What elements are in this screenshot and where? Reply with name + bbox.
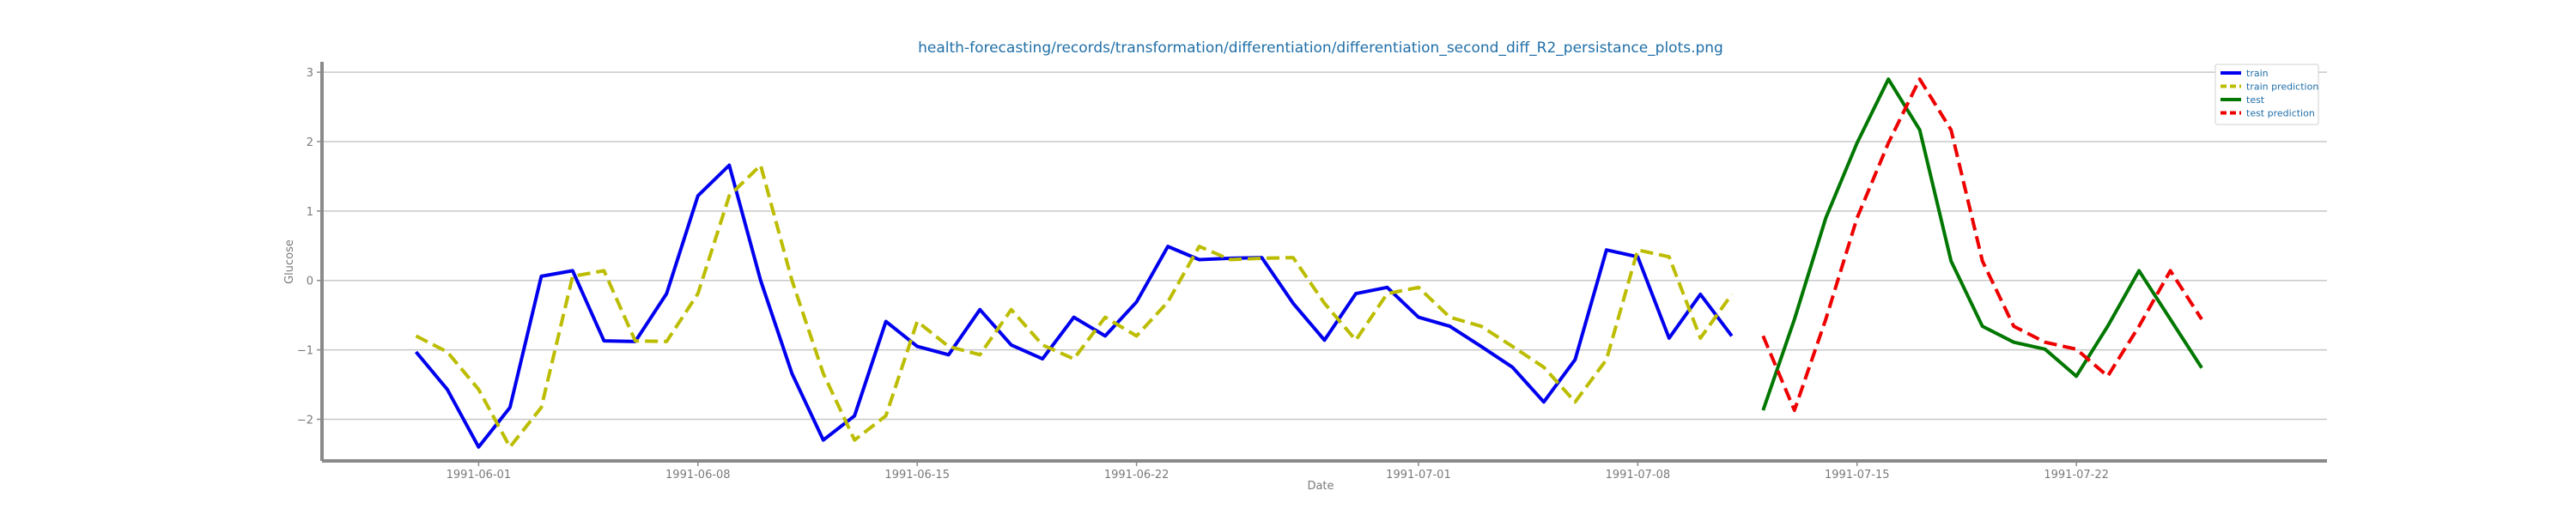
chart-title: health-forecasting/records/transformatio…	[918, 39, 1723, 57]
legend-label: train prediction	[2246, 82, 2318, 93]
x-tick-label: 1991-06-01	[447, 469, 512, 482]
x-tick-label: 1991-07-08	[1606, 469, 1671, 482]
x-tick-label: 1991-06-08	[665, 469, 731, 482]
x-tick-label: 1991-06-15	[884, 469, 950, 482]
x-axis-label: Date	[1307, 480, 1334, 493]
y-tick-label: −1	[297, 345, 313, 358]
y-tick-label: 3	[307, 67, 313, 80]
y-tick-label: 0	[307, 276, 313, 288]
legend-label: train	[2246, 68, 2269, 79]
series-line-test-prediction	[1761, 77, 2203, 412]
y-tick-label: 1	[307, 206, 313, 219]
x-tick-label: 1991-07-01	[1386, 469, 1451, 482]
series-layer	[414, 77, 2203, 449]
grid	[322, 71, 2327, 421]
y-axis: −2 −1 0 1 2 3	[297, 67, 322, 427]
legend-box	[2215, 64, 2319, 125]
x-axis: 1991-06-01 1991-06-08 1991-06-15 1991-06-22…	[447, 461, 2109, 482]
series-line-train-prediction	[415, 163, 1734, 449]
y-tick-label: −2	[297, 414, 313, 427]
legend-label: test prediction	[2246, 108, 2315, 119]
series-line-train	[414, 163, 1734, 449]
x-tick-label: 1991-06-22	[1104, 469, 1170, 482]
legend-label: test	[2246, 94, 2265, 106]
series-line-test	[1761, 77, 2203, 411]
x-tick-label: 1991-07-22	[2044, 469, 2109, 482]
y-axis-label: Glucose	[283, 239, 296, 284]
x-tick-label: 1991-07-15	[1825, 469, 1890, 482]
axes-frame	[320, 62, 2327, 463]
y-tick-label: 2	[307, 136, 313, 149]
